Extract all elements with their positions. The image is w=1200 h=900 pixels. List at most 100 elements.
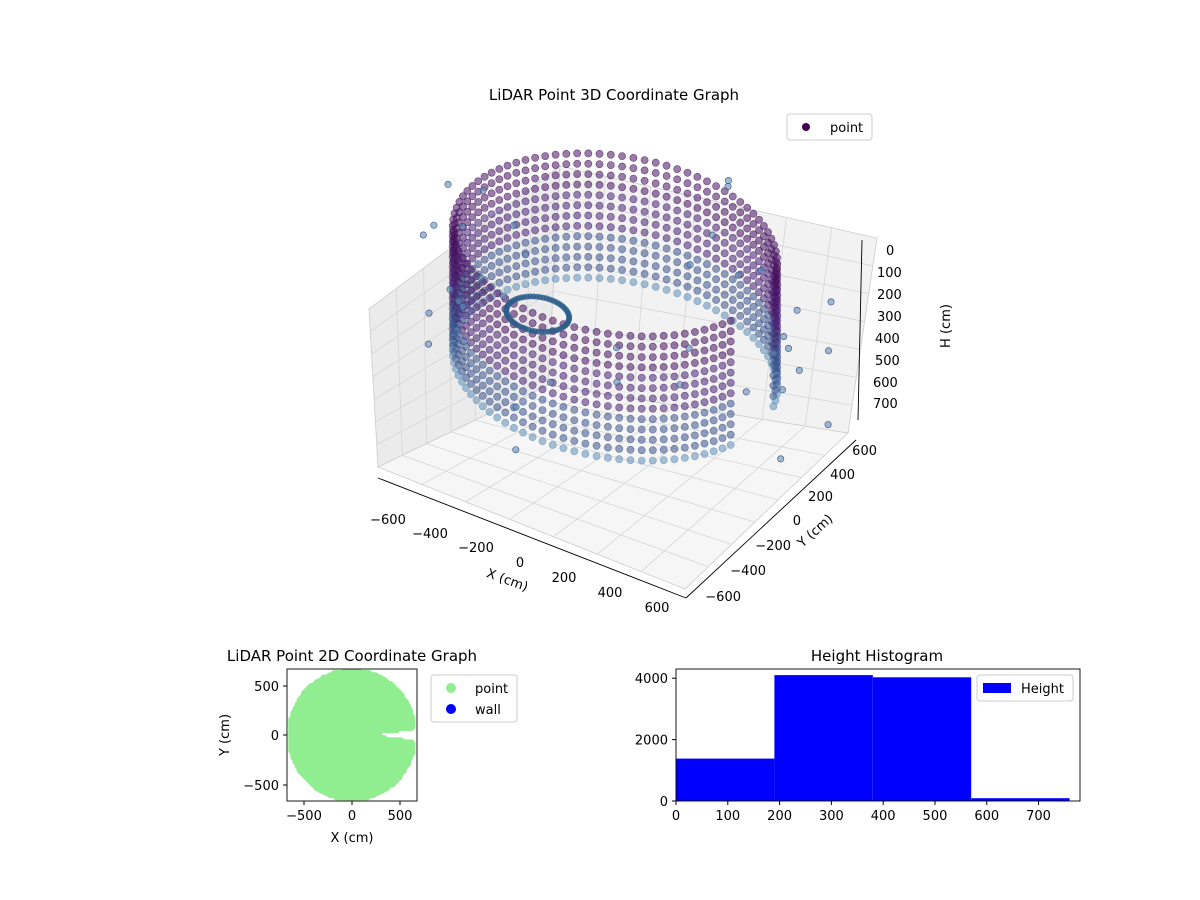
data-point <box>472 365 481 374</box>
data-point <box>718 320 727 329</box>
data-point <box>659 394 668 402</box>
plot2d-legend: point wall <box>430 674 518 723</box>
data-point <box>700 408 709 417</box>
data-point <box>595 263 604 272</box>
data-point <box>720 238 729 247</box>
data-point <box>683 241 692 250</box>
data-point <box>503 203 512 211</box>
data-point <box>478 391 487 400</box>
histogram-y-tick: 0 <box>660 795 668 810</box>
data-point <box>570 447 579 456</box>
data-point <box>562 243 571 251</box>
data-point <box>670 362 679 370</box>
data-point <box>541 224 550 233</box>
data-point <box>640 280 649 289</box>
data-point <box>749 313 758 322</box>
data-point <box>584 159 593 168</box>
plot2d-y-axis-label: Y (cm) <box>218 714 233 757</box>
data-point <box>680 433 689 442</box>
data-point <box>743 214 752 222</box>
data-point <box>581 325 590 334</box>
data-point <box>493 299 502 308</box>
data-point <box>712 202 720 211</box>
data-point <box>755 288 763 297</box>
data-point <box>519 314 527 323</box>
data-point <box>487 272 496 281</box>
data-point <box>691 348 699 357</box>
data-point <box>480 224 489 233</box>
data-point <box>743 328 752 336</box>
data-point <box>478 309 487 317</box>
data-point <box>519 366 527 375</box>
data-point <box>726 399 735 408</box>
data-point <box>584 211 593 220</box>
data-point <box>626 373 635 382</box>
data-point <box>474 177 483 186</box>
data-point <box>662 213 671 222</box>
data-point <box>700 429 709 438</box>
data-point <box>459 192 467 201</box>
data-point <box>584 190 593 199</box>
plot3d-y-tick: 0 <box>793 514 801 529</box>
data-point <box>755 246 763 255</box>
data-point <box>709 375 718 383</box>
data-point <box>495 216 504 225</box>
data-point <box>406 739 416 749</box>
data-point <box>538 333 547 342</box>
data-point <box>728 275 737 284</box>
data-point <box>604 443 612 452</box>
data-point <box>581 387 590 396</box>
data-point <box>472 344 481 353</box>
data-point <box>693 255 702 264</box>
data-point <box>606 202 615 211</box>
data-point <box>683 282 692 291</box>
data-point <box>726 410 735 418</box>
data-point <box>673 247 682 256</box>
data-point <box>755 329 763 338</box>
data-point <box>691 359 699 367</box>
data-point <box>615 403 624 412</box>
data-point <box>659 373 668 382</box>
data-point <box>629 226 638 235</box>
data-point <box>551 274 560 283</box>
plot3d-axes <box>377 239 863 599</box>
data-point <box>570 354 579 363</box>
data-point <box>618 183 626 192</box>
data-point <box>474 260 483 268</box>
plot3d-z-axis-line <box>857 239 863 421</box>
data-point <box>604 381 612 390</box>
data-point <box>640 269 649 278</box>
data-point <box>693 224 702 233</box>
data-point <box>720 207 729 216</box>
data-point <box>584 252 593 261</box>
data-point <box>541 214 550 223</box>
data-point <box>637 435 646 444</box>
data-point <box>480 266 489 274</box>
data-point <box>680 391 689 400</box>
data-point <box>670 424 679 433</box>
data-point <box>581 398 590 407</box>
data-point <box>683 189 692 198</box>
plot2d-legend-label: point <box>475 682 508 697</box>
data-point <box>604 412 612 421</box>
plot3d-x-tick: 200 <box>552 571 577 586</box>
data-point <box>728 233 737 242</box>
data-point <box>726 358 735 367</box>
data-point <box>736 280 745 289</box>
plot2d-y-tick: −500 <box>243 779 279 794</box>
data-point <box>827 298 835 306</box>
data-point <box>581 336 590 344</box>
data-point <box>503 213 512 222</box>
data-point <box>703 301 711 310</box>
data-point <box>487 230 496 239</box>
data-point <box>595 253 604 262</box>
data-point <box>700 418 709 427</box>
data-point <box>595 191 604 200</box>
data-point <box>501 336 510 344</box>
data-point <box>478 319 487 328</box>
data-point <box>472 354 481 363</box>
data-point <box>680 329 689 338</box>
data-point <box>736 218 745 227</box>
data-point <box>712 182 720 190</box>
data-point <box>755 215 763 224</box>
